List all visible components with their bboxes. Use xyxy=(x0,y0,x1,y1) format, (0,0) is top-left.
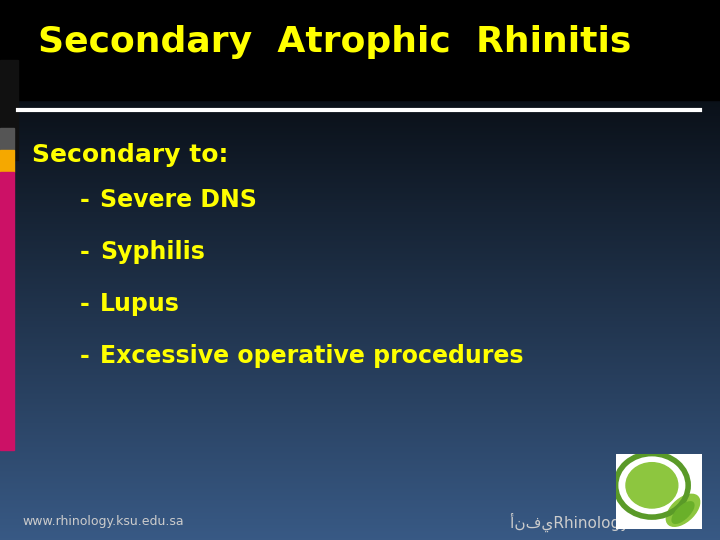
Text: Excessive operative procedures: Excessive operative procedures xyxy=(100,344,523,368)
Text: -: - xyxy=(80,240,90,264)
Bar xyxy=(0,172,14,450)
Circle shape xyxy=(626,463,678,508)
Bar xyxy=(0,128,14,150)
Ellipse shape xyxy=(666,494,700,526)
Text: Secondary  Atrophic  Rhinitis: Secondary Atrophic Rhinitis xyxy=(38,25,631,59)
Text: Lupus: Lupus xyxy=(100,292,180,316)
Ellipse shape xyxy=(672,502,694,523)
Text: Severe DNS: Severe DNS xyxy=(100,188,257,212)
Text: -: - xyxy=(80,344,90,368)
Text: Syphilis: Syphilis xyxy=(100,240,205,264)
Bar xyxy=(0,60,18,160)
Text: Secondary to:: Secondary to: xyxy=(32,143,228,167)
Text: أنفيRhinology Chair: أنفيRhinology Chair xyxy=(510,512,675,532)
Text: www.rhinology.ksu.edu.sa: www.rhinology.ksu.edu.sa xyxy=(22,516,184,529)
Text: -: - xyxy=(80,188,90,212)
Text: -: - xyxy=(80,292,90,316)
Bar xyxy=(0,150,14,172)
Bar xyxy=(0,0,720,100)
